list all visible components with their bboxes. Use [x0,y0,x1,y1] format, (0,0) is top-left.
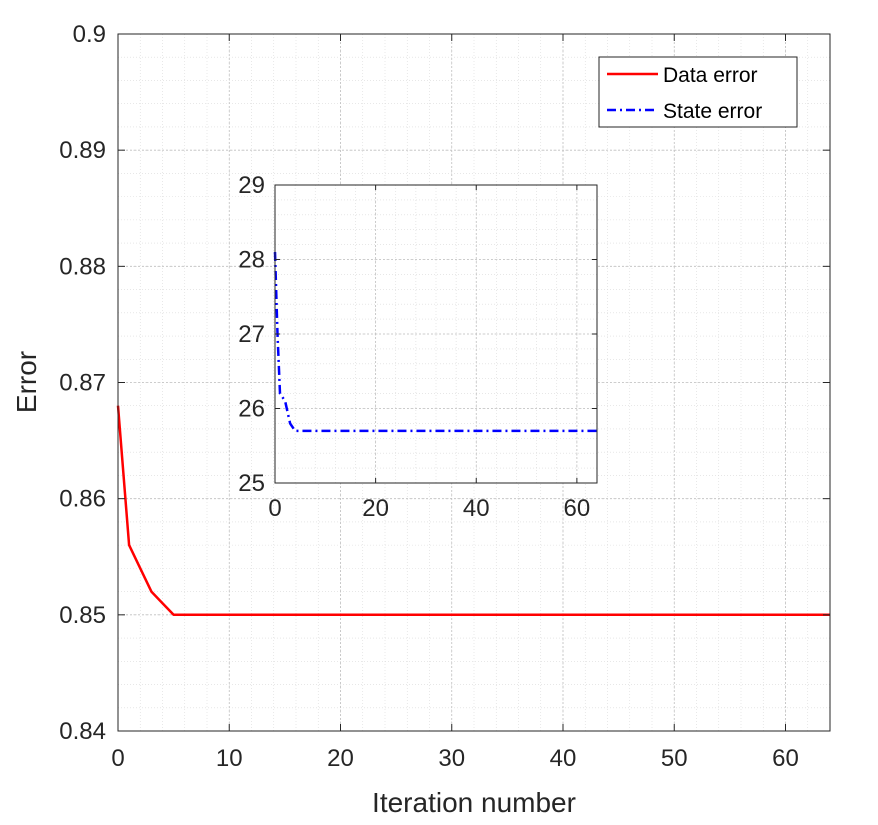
y-tick-label: 29 [238,172,265,199]
y-tick-label: 25 [238,470,265,497]
x-tick-label: 50 [661,745,688,772]
inset-tick-labels: 0 20 40 60 25 26 27 28 29 [238,172,590,522]
main-tick-labels: 0 10 20 30 40 50 60 0.84 0.85 0.86 0.87 0.88 0.89 0.9 [59,21,799,772]
x-tick-label: 0 [111,745,124,772]
x-tick-label: 10 [216,745,243,772]
legend-label-data-error: Data error [663,64,758,87]
inset-axes: 0 20 40 60 25 26 27 28 29 [238,172,598,522]
legend-label-state-error: State error [663,100,762,123]
inset-ticks [274,184,597,484]
legend-box [598,56,798,128]
x-tick-label: 40 [463,495,490,522]
x-tick-label: 20 [362,495,389,522]
series-line-data-error [116,405,830,617]
y-tick-label: 28 [238,247,265,274]
y-tick-label: 0.88 [59,253,106,280]
x-tick-label: 60 [772,745,799,772]
y-tick-label: 0.85 [59,602,106,629]
x-tick-label: 40 [550,745,577,772]
main-lines [116,405,830,617]
y-tick-label: 27 [238,321,265,348]
legend: Data error State error [598,56,798,128]
series-line-state-error [273,251,597,433]
x-tick-label: 20 [327,745,354,772]
y-tick-label: 0.89 [59,137,106,164]
x-tick-label: 60 [564,495,591,522]
y-tick-label: 0.9 [73,21,106,48]
main-ticks [117,33,830,732]
y-tick-label: 26 [238,396,265,423]
y-tick-label: 0.84 [59,718,106,745]
inset-lines [273,251,597,433]
y-tick-label: 0.87 [59,370,106,397]
y-tick-label: 0.86 [59,486,106,513]
x-axis-label: Iteration number [372,787,576,818]
y-axis-label: Error [11,351,42,413]
x-tick-label: 0 [268,495,281,522]
x-tick-label: 30 [438,745,465,772]
